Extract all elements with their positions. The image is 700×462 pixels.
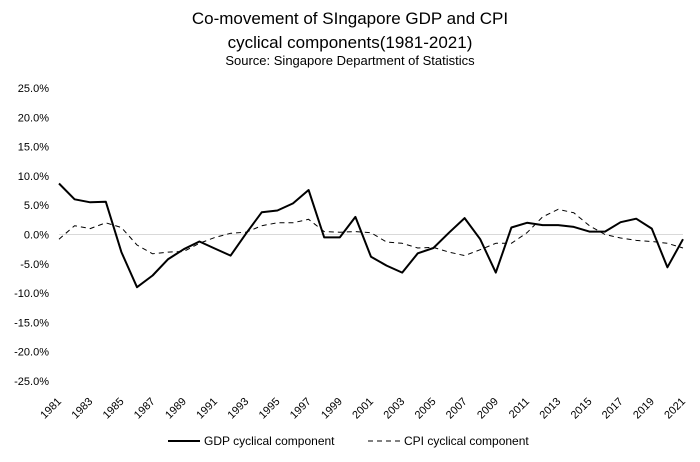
legend-label-cpi: CPI cyclical component bbox=[404, 434, 529, 448]
line-chart: 25.0% 20.0% 15.0% 10.0% 5.0% 0.0% -5.0% -10.0% -… bbox=[14, 83, 688, 422]
y-tick-label: 0.0% bbox=[24, 230, 49, 242]
x-tick-label: 2011 bbox=[507, 396, 532, 421]
series-line-cpi bbox=[58, 208, 684, 257]
x-tick-label: 2019 bbox=[631, 396, 657, 422]
x-tick-label: 1993 bbox=[226, 396, 252, 422]
x-tick-label: 2009 bbox=[475, 396, 501, 422]
x-tick-label: 1997 bbox=[288, 396, 314, 422]
x-tick-label: 2007 bbox=[444, 396, 470, 422]
chart-title-line2: cyclical components(1981-2021) bbox=[227, 33, 473, 52]
y-tick-label: -10.0% bbox=[14, 288, 49, 300]
chart-subtitle: Source: Singapore Department of Statisti… bbox=[225, 53, 475, 68]
x-tick-label: 1987 bbox=[132, 396, 158, 422]
x-tick-label: 1995 bbox=[257, 396, 283, 422]
x-tick-label: 2013 bbox=[538, 396, 564, 422]
y-tick-label: 15.0% bbox=[18, 142, 49, 154]
x-tick-label: 2021 bbox=[662, 396, 688, 422]
y-tick-label: -20.0% bbox=[14, 347, 49, 359]
legend-label-gdp: GDP cyclical component bbox=[204, 434, 335, 448]
y-tick-label: 25.0% bbox=[18, 83, 49, 95]
x-tick-label: 1999 bbox=[319, 396, 345, 422]
x-tick-label: 2005 bbox=[413, 396, 439, 422]
chart-title-line1: Co-movement of SIngapore GDP and CPI bbox=[191, 9, 509, 28]
x-tick-label: 1985 bbox=[101, 396, 127, 422]
x-tick-label: 2001 bbox=[350, 396, 376, 422]
y-tick-label: -15.0% bbox=[14, 317, 49, 329]
x-tick-label: 1989 bbox=[163, 396, 189, 422]
y-tick-label: 10.0% bbox=[18, 171, 49, 183]
x-tick-label: 1981 bbox=[38, 396, 64, 422]
x-tick-label: 2017 bbox=[600, 396, 626, 422]
y-tick-label: -25.0% bbox=[14, 376, 49, 388]
x-tick-label: 1991 bbox=[194, 396, 220, 422]
y-tick-label: -5.0% bbox=[20, 259, 49, 271]
legend-solid-line-icon bbox=[168, 440, 200, 442]
y-tick-label: 5.0% bbox=[24, 200, 49, 212]
y-tick-label: 20.0% bbox=[18, 112, 49, 124]
legend-item-gdp: GDP cyclical component bbox=[168, 432, 335, 450]
legend-dashed-line-icon bbox=[368, 440, 400, 442]
x-tick-label: 1983 bbox=[70, 396, 96, 422]
legend-item-cpi: CPI cyclical component bbox=[368, 432, 529, 450]
x-tick-label: 2015 bbox=[569, 396, 595, 422]
series-line-gdp bbox=[58, 182, 684, 289]
legend: GDP cyclical component CPI cyclical comp… bbox=[0, 432, 700, 450]
x-tick-label: 2003 bbox=[382, 396, 408, 422]
